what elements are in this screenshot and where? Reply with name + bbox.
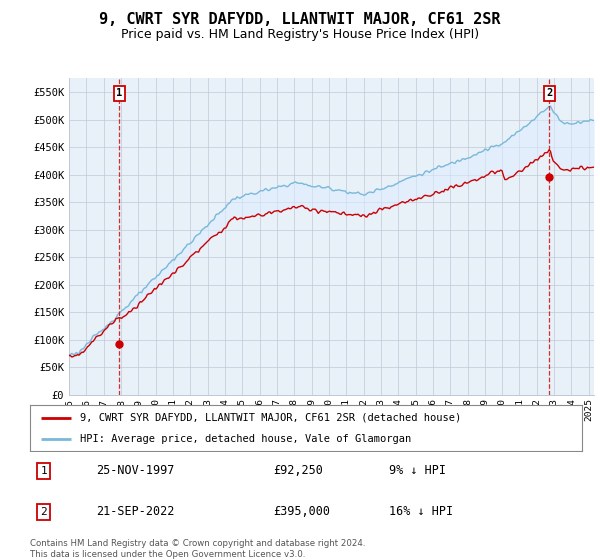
Text: 2: 2	[40, 507, 47, 517]
Text: £92,250: £92,250	[273, 464, 323, 478]
Text: £395,000: £395,000	[273, 505, 330, 519]
Text: Contains HM Land Registry data © Crown copyright and database right 2024.
This d: Contains HM Land Registry data © Crown c…	[30, 539, 365, 559]
Text: 9% ↓ HPI: 9% ↓ HPI	[389, 464, 446, 478]
Text: HPI: Average price, detached house, Vale of Glamorgan: HPI: Average price, detached house, Vale…	[80, 435, 411, 444]
Text: 16% ↓ HPI: 16% ↓ HPI	[389, 505, 453, 519]
Text: 25-NOV-1997: 25-NOV-1997	[96, 464, 175, 478]
Text: 1: 1	[116, 88, 122, 98]
Text: 1: 1	[40, 466, 47, 476]
Text: 2: 2	[546, 88, 553, 98]
Text: 9, CWRT SYR DAFYDD, LLANTWIT MAJOR, CF61 2SR: 9, CWRT SYR DAFYDD, LLANTWIT MAJOR, CF61…	[99, 12, 501, 27]
Text: 21-SEP-2022: 21-SEP-2022	[96, 505, 175, 519]
Text: 9, CWRT SYR DAFYDD, LLANTWIT MAJOR, CF61 2SR (detached house): 9, CWRT SYR DAFYDD, LLANTWIT MAJOR, CF61…	[80, 413, 461, 423]
Text: Price paid vs. HM Land Registry's House Price Index (HPI): Price paid vs. HM Land Registry's House …	[121, 28, 479, 41]
